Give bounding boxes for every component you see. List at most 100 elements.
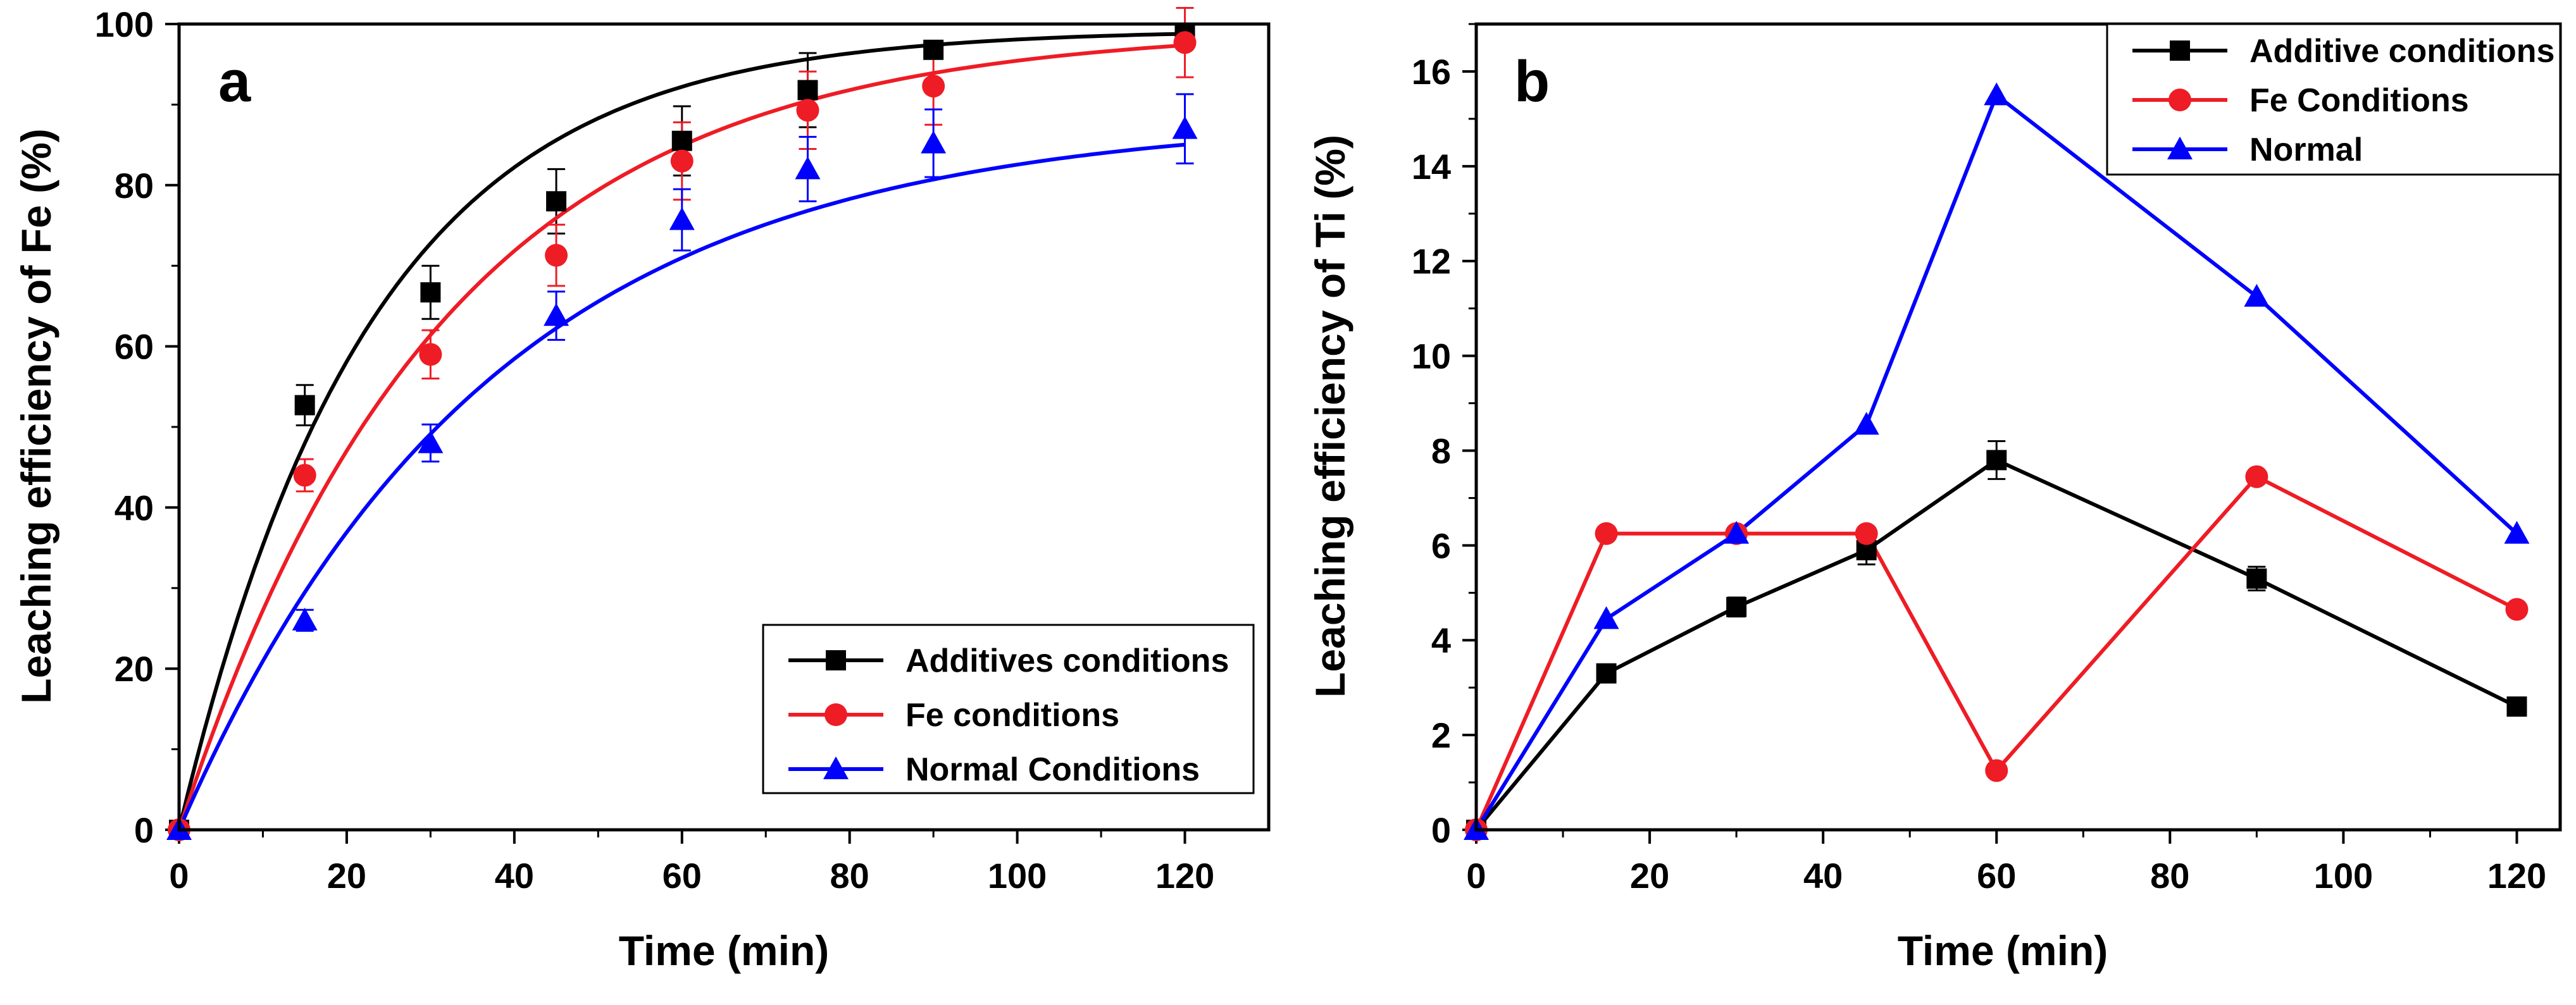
panel-a-series-triangle-point	[544, 303, 569, 326]
panel-a-ytick-label: 20	[115, 649, 154, 689]
panel-a-series-triangle-point	[292, 607, 318, 631]
panel-b-series-circle-point	[1985, 759, 2008, 782]
panel-b-ytick-label: 8	[1431, 431, 1451, 471]
panel-a-xtick-label: 40	[495, 856, 534, 896]
panel-a-xtick-label: 60	[663, 856, 702, 896]
panel-a-series-triangle-point	[921, 130, 947, 154]
panel-b-series-square-point	[1986, 450, 2007, 471]
panel-a-legend-label-circle: Fe conditions	[905, 697, 1119, 734]
panel-a-ytick-label: 80	[115, 166, 154, 206]
panel-a-series-triangle-point	[795, 156, 821, 180]
panel-a-xlabel: Time (min)	[619, 927, 829, 974]
panel-a-series-circle-point	[922, 75, 945, 98]
panel-a-plot-frame	[177, 22, 1271, 832]
panel-b-xtick-label: 20	[1630, 856, 1669, 896]
panel-a-legend-marker-circle	[824, 703, 847, 726]
panel-a-series-square-point	[797, 80, 818, 101]
panel-a-series-triangle-point	[669, 207, 695, 230]
panel-b-ytick-label: 2	[1431, 715, 1451, 755]
panel-b-legend-marker-square	[2170, 40, 2190, 61]
panel-a-ylabel: Leaching efficiency of Fe (%)	[13, 128, 59, 704]
panel-a-series-square-line	[177, 32, 1185, 830]
panel-b-yticks: 0 2 4 6 8 10 12 14 16	[1412, 23, 1476, 850]
panel-a-ytick-label: 0	[134, 810, 154, 850]
panel-a-series-triangle-line	[177, 142, 1185, 831]
panel-a-xtick-label: 80	[830, 856, 869, 896]
panel-b-legend-items: Additive conditions Fe Conditions Normal	[2132, 33, 2554, 168]
panel-b-xlabel: Time (min)	[1898, 927, 2108, 974]
panel-a-xtick-label: 0	[169, 856, 189, 896]
panel-b-ylabel: Leaching efficiency of Ti (%)	[1307, 135, 1353, 698]
panel-a-legend-marker-triangle	[823, 756, 849, 779]
panel-b-series-square-point	[2246, 568, 2267, 589]
panel-b-ytick-label: 6	[1431, 526, 1451, 565]
panel-a-series-triangle-point	[418, 430, 444, 453]
panel-a-series-circle-point	[1173, 31, 1197, 54]
panel-b: b Time (min) Leaching efficiency of Ti (…	[1307, 22, 2562, 974]
panel-a-xtick-label: 120	[1155, 856, 1214, 896]
panel-b-ytick-label: 14	[1412, 147, 1451, 187]
panel-a-yticks: 0 20 40 60 80 100	[95, 4, 179, 850]
panel-b-ytick-label: 4	[1431, 620, 1451, 660]
panel-a-series-circle-point	[796, 99, 819, 122]
panel-b-ytick-label: 16	[1412, 52, 1451, 92]
panel-a-xtick-label: 100	[988, 856, 1047, 896]
panel-b-ytick-label: 10	[1412, 336, 1451, 376]
panel-b-xtick-label: 120	[2487, 856, 2546, 896]
panel-a-ytick-label: 60	[115, 327, 154, 367]
panel-b-series-circle-point	[1595, 522, 1618, 545]
panel-b-ytick-label: 0	[1431, 810, 1451, 850]
panel-a-legend-label-square: Additives conditions	[905, 643, 1229, 679]
panel-b-series-triangle-point	[2244, 283, 2270, 307]
panel-b-xtick-label: 80	[2150, 856, 2189, 896]
panel-b-series-triangle-point	[2504, 521, 2530, 544]
panel-a-series-circle-point	[293, 464, 316, 487]
panel-b-series-triangle-point	[1724, 521, 1750, 544]
panel-b-legend-marker-triangle	[2167, 137, 2193, 159]
panel-b-series-square-point	[1596, 663, 1617, 684]
panel-b-xticks: 0 20 40 60 80 100 120	[1466, 830, 2546, 896]
panel-b-legend: Additive conditions Fe Conditions Normal	[2106, 23, 2561, 176]
panel-a-label: a	[218, 49, 251, 114]
panel-a-legend-items: Additives conditions Fe conditions Normal …	[788, 643, 1229, 788]
panel-b-legend-label-circle: Fe Conditions	[2249, 82, 2469, 119]
panel-b-legend-label-square: Additive conditions	[2249, 33, 2554, 70]
panel-b-series-triangle-point	[1984, 82, 2010, 106]
panel-b-xtick-label: 40	[1803, 856, 1843, 896]
panel-a-legend-label-triangle: Normal Conditions	[905, 751, 1200, 788]
panel-a-series-square-point	[546, 191, 567, 212]
panel-a-series-circle-point	[419, 343, 442, 366]
panel-b-series-circle-point	[2245, 465, 2268, 488]
panel-b-ytick-label: 12	[1412, 242, 1451, 281]
panel-a: a Time (min) Leaching efficiency of Fe (…	[13, 4, 1271, 974]
panel-b-series-circle-point	[2505, 598, 2529, 621]
panel-b-plot-frame	[1474, 22, 2562, 832]
panel-a-series-square-point	[294, 395, 315, 416]
panel-a-axes-frame	[177, 22, 1271, 832]
panel-b-legend-marker-circle	[2168, 89, 2191, 111]
panel-a-series-circle-point	[670, 149, 694, 173]
panel-a-series-circle-point	[545, 244, 568, 267]
panel-a-series-square-point	[671, 130, 692, 151]
panel-b-series-square-point	[2506, 696, 2527, 717]
panel-b-legend-label-triangle: Normal	[2249, 132, 2363, 168]
panel-b-xtick-label: 0	[1466, 856, 1486, 896]
panel-b-series-circle-point	[1855, 522, 1878, 545]
panel-a-legend: Additives conditions Fe conditions Normal …	[762, 624, 1255, 794]
panel-a-markers	[166, 23, 1198, 841]
panel-b-series-triangle-point	[1593, 606, 1619, 629]
panel-b-series-triangle-point	[1853, 412, 1879, 435]
panel-a-xtick-label: 20	[327, 856, 366, 896]
panel-a-series-triangle-point	[1172, 116, 1198, 139]
panel-a-ytick-label: 100	[95, 4, 154, 44]
panel-b-xtick-label: 100	[2314, 856, 2373, 896]
panel-a-series-square-point	[420, 282, 441, 303]
panel-b-axes-frame	[1474, 22, 2562, 832]
panel-a-series-square-point	[923, 39, 944, 60]
panel-b-label: b	[1514, 49, 1550, 114]
panel-a-legend-marker-square	[826, 650, 846, 670]
panel-a-ytick-label: 40	[115, 488, 154, 527]
panel-b-markers	[1464, 82, 2530, 841]
panel-b-series-square-point	[1726, 596, 1747, 617]
